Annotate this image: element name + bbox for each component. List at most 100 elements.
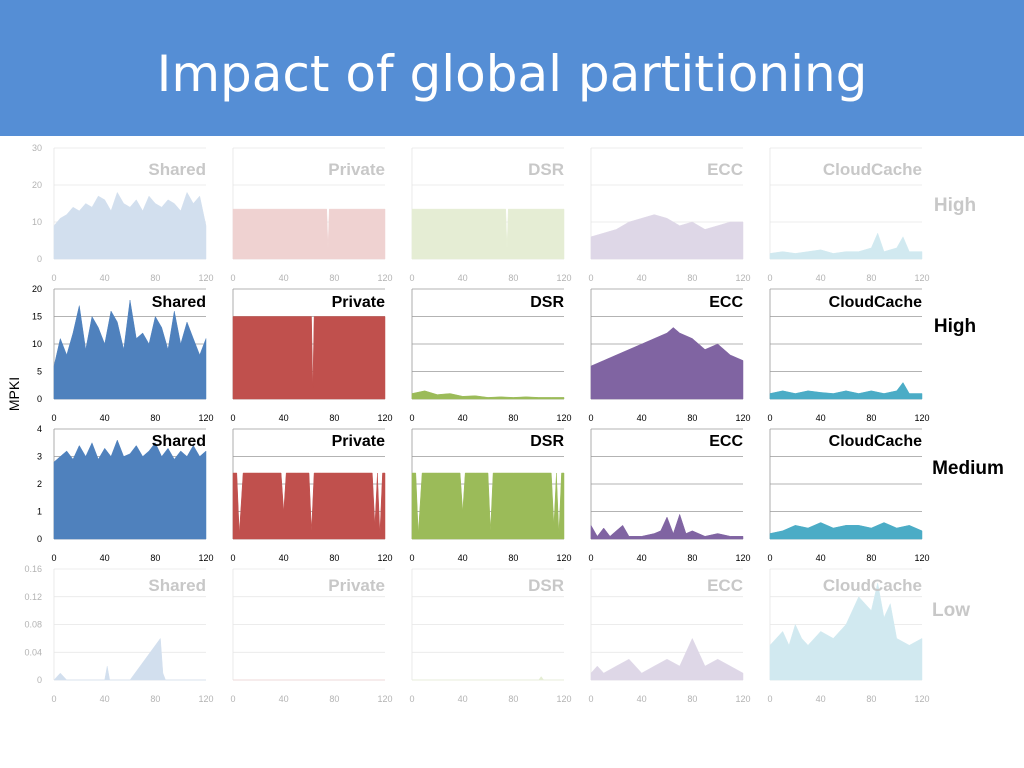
panel-title: DSR xyxy=(528,160,564,179)
series-area-private xyxy=(232,208,386,260)
x-tick-label: 120 xyxy=(198,273,213,283)
series-area-cloudcache xyxy=(769,232,923,260)
x-tick-label: 40 xyxy=(100,553,110,563)
y-tick-label: 0.12 xyxy=(24,592,42,602)
y-tick-label: 0 xyxy=(37,675,42,685)
x-tick-label: 80 xyxy=(508,413,518,423)
x-tick-label: 120 xyxy=(735,694,750,704)
panel-title: ECC xyxy=(709,294,743,311)
x-tick-label: 120 xyxy=(198,413,213,423)
x-tick-label: 40 xyxy=(637,694,647,704)
x-tick-label: 120 xyxy=(556,694,571,704)
y-tick-label: 2 xyxy=(37,479,42,489)
series-area-cloudcache xyxy=(769,522,923,540)
panel-title: DSR xyxy=(530,294,564,311)
x-tick-label: 80 xyxy=(329,553,339,563)
x-tick-label: 40 xyxy=(279,273,289,283)
panel-private xyxy=(232,288,386,400)
x-tick-label: 120 xyxy=(556,273,571,283)
panel-dsr xyxy=(411,568,564,681)
panel-ecc xyxy=(590,428,744,540)
y-tick-label: 4 xyxy=(37,424,42,434)
panel-title: Shared xyxy=(148,160,206,179)
x-tick-label: 120 xyxy=(198,553,213,563)
x-tick-label: 40 xyxy=(816,273,826,283)
x-tick-label: 40 xyxy=(458,694,468,704)
x-tick-label: 0 xyxy=(409,694,414,704)
series-area-cloudcache xyxy=(769,582,923,681)
title-bar: Impact of global partitioning xyxy=(0,0,1024,136)
x-tick-label: 0 xyxy=(51,413,56,423)
y-tick-label: 0.04 xyxy=(24,647,42,657)
x-tick-label: 80 xyxy=(866,273,876,283)
x-tick-label: 120 xyxy=(735,273,750,283)
x-tick-label: 80 xyxy=(508,273,518,283)
panel-title: Private xyxy=(332,433,385,450)
panel-dsr xyxy=(411,147,565,260)
x-tick-label: 0 xyxy=(409,273,414,283)
series-area-ecc xyxy=(590,637,744,681)
x-tick-label: 80 xyxy=(687,553,697,563)
series-area-private xyxy=(232,316,386,400)
x-tick-label: 40 xyxy=(458,413,468,423)
series-area-cloudcache xyxy=(769,382,923,400)
panel-title: CloudCache xyxy=(829,433,922,450)
x-tick-label: 80 xyxy=(866,413,876,423)
y-tick-label: 20 xyxy=(32,180,42,190)
chart-row-3: 0 1 2 3 4 Medium 0 40 80 120 Shared 0 40 80 120 Private… xyxy=(37,424,1004,563)
y-tick-label: 10 xyxy=(32,339,42,349)
y-tick-label: 1 xyxy=(37,507,42,517)
x-tick-label: 40 xyxy=(816,694,826,704)
x-tick-label: 80 xyxy=(150,413,160,423)
panel-title: CloudCache xyxy=(823,160,922,179)
panel-title: Shared xyxy=(152,294,206,311)
x-tick-label: 120 xyxy=(377,694,392,704)
x-tick-label: 120 xyxy=(914,273,929,283)
panel-dsr xyxy=(411,288,565,400)
panel-private xyxy=(232,428,386,540)
x-tick-label: 80 xyxy=(508,694,518,704)
x-tick-label: 80 xyxy=(150,694,160,704)
x-tick-label: 0 xyxy=(409,553,414,563)
x-tick-label: 80 xyxy=(150,553,160,563)
panel-shared xyxy=(53,568,206,681)
series-area-private xyxy=(232,472,386,540)
x-tick-label: 120 xyxy=(914,553,929,563)
x-tick-label: 40 xyxy=(458,273,468,283)
x-tick-label: 80 xyxy=(866,553,876,563)
x-tick-label: 0 xyxy=(230,273,235,283)
panel-title: ECC xyxy=(709,433,743,450)
x-tick-label: 0 xyxy=(230,694,235,704)
x-tick-label: 80 xyxy=(508,553,518,563)
x-tick-label: 120 xyxy=(556,413,571,423)
x-tick-label: 40 xyxy=(279,553,289,563)
panel-shared xyxy=(53,288,207,400)
panel-dsr xyxy=(411,428,565,540)
series-area-ecc xyxy=(590,214,744,260)
y-tick-label: 0.08 xyxy=(24,620,42,630)
panel-title: DSR xyxy=(528,576,564,595)
panel-shared xyxy=(53,428,207,540)
x-tick-label: 80 xyxy=(687,413,697,423)
y-tick-label: 0 xyxy=(37,534,42,544)
x-tick-label: 0 xyxy=(767,553,772,563)
panel-title: Private xyxy=(328,576,385,595)
x-tick-label: 80 xyxy=(687,694,697,704)
x-tick-label: 120 xyxy=(556,553,571,563)
panel-cloudcache xyxy=(769,288,923,400)
x-tick-label: 80 xyxy=(329,413,339,423)
panel-cloudcache xyxy=(769,147,923,260)
y-tick-label: 15 xyxy=(32,312,42,322)
x-tick-label: 120 xyxy=(377,413,392,423)
chart-row-2: 0 5 10 15 20 High 0 40 80 120 Shared 0 40 80 120 Privat… xyxy=(32,284,976,423)
x-tick-label: 120 xyxy=(377,553,392,563)
x-tick-label: 40 xyxy=(458,553,468,563)
x-tick-label: 0 xyxy=(588,553,593,563)
panel-title: Private xyxy=(332,294,385,311)
x-tick-label: 40 xyxy=(816,413,826,423)
x-tick-label: 40 xyxy=(100,413,110,423)
panel-title: Shared xyxy=(148,576,206,595)
x-tick-label: 0 xyxy=(767,273,772,283)
x-tick-label: 0 xyxy=(588,413,593,423)
series-area-shared xyxy=(53,299,207,400)
